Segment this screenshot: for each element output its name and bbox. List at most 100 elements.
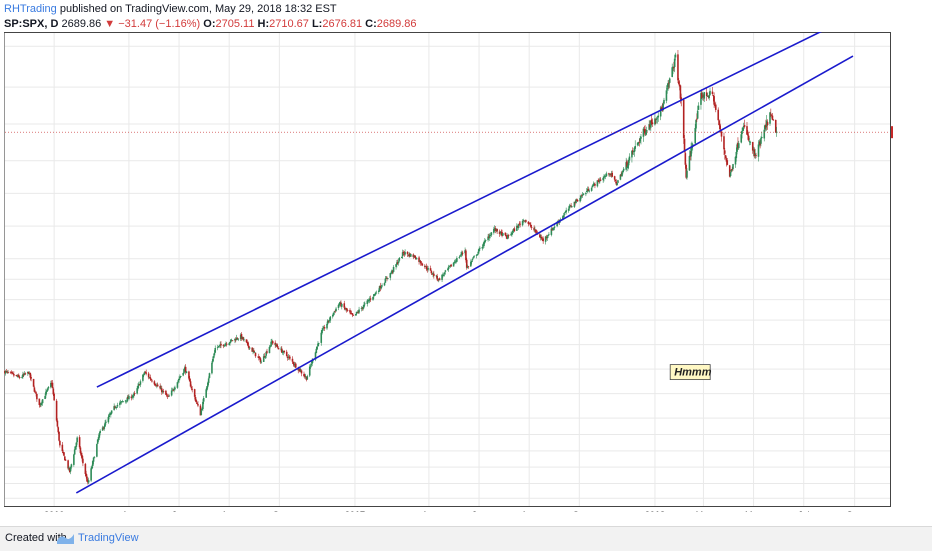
candle-body <box>184 366 187 373</box>
annotation-text[interactable]: Hmmm <box>674 367 712 379</box>
candle-body <box>643 129 646 131</box>
candle-body <box>80 452 83 456</box>
candle-body <box>63 452 65 456</box>
candle-body <box>544 236 547 242</box>
candle-body <box>120 401 123 403</box>
candle-body <box>755 155 757 157</box>
trendline-lower[interactable] <box>75 55 854 494</box>
candle-body <box>58 431 60 441</box>
candle-body <box>725 158 728 162</box>
candle-body <box>648 124 650 130</box>
candle-body <box>211 359 214 363</box>
candle-body <box>170 390 173 396</box>
candle-body <box>484 240 486 243</box>
candle-body <box>709 90 711 95</box>
candle-body <box>763 129 766 139</box>
symbol-label[interactable]: SP:SPX, D <box>4 18 59 30</box>
candle-body <box>695 120 697 129</box>
current-price-tag <box>891 126 893 139</box>
candle-body <box>27 371 30 374</box>
candle-body <box>161 390 164 393</box>
trendline-upper[interactable] <box>96 32 823 388</box>
chart-area[interactable]: 1794183018701910195019902050211021702230… <box>4 32 894 512</box>
candle-body <box>122 401 124 403</box>
candle-body <box>41 399 44 404</box>
annotation-box[interactable] <box>669 364 711 381</box>
candle-body <box>254 352 257 357</box>
candle-body <box>368 300 370 301</box>
candle-body <box>96 439 99 444</box>
candle-body <box>367 300 369 302</box>
candle-body <box>631 150 633 158</box>
candle-body <box>473 256 475 258</box>
candle-body <box>202 398 205 402</box>
candle-body <box>337 304 340 308</box>
candle-body <box>282 350 285 353</box>
candle-body <box>176 382 179 388</box>
candle-body <box>277 348 280 350</box>
candle-body <box>82 458 84 464</box>
candle-body <box>275 344 277 346</box>
candle-body <box>450 264 452 267</box>
candle-body <box>772 119 775 121</box>
candle-body <box>362 306 364 309</box>
candle-body <box>4 370 6 374</box>
high-label: H: <box>257 18 270 30</box>
candle-body <box>68 467 70 469</box>
candle-body <box>223 345 226 347</box>
candle-body <box>741 131 743 135</box>
candle-body <box>770 114 773 116</box>
candle-body <box>586 188 589 192</box>
tradingview-brand[interactable]: TradingView <box>78 532 139 544</box>
candle-body <box>34 391 37 393</box>
author-name[interactable]: RHTrading <box>4 3 57 15</box>
chart-header: RHTrading published on TradingView.com, … <box>4 2 417 32</box>
candle-body <box>128 396 130 400</box>
candle-body <box>183 369 185 374</box>
candle-body <box>753 149 756 157</box>
candle-body <box>505 235 507 237</box>
candle-body <box>294 363 297 368</box>
candle-body <box>234 338 236 341</box>
candle-body <box>110 412 112 415</box>
candle-body <box>247 342 249 346</box>
candle-body <box>207 382 209 387</box>
candle-body <box>402 252 405 254</box>
candle-body <box>461 252 464 254</box>
candle-body <box>234 339 237 341</box>
candle-body <box>421 263 424 266</box>
candle-body <box>667 83 669 88</box>
candle-body <box>350 312 352 314</box>
candle-body <box>159 386 161 389</box>
candle-body <box>592 183 595 187</box>
candle-body <box>357 312 360 313</box>
candle-body <box>568 205 571 209</box>
candle-body <box>127 396 129 399</box>
candle-body <box>413 255 415 257</box>
candle-body <box>374 292 377 295</box>
candle-body <box>196 402 198 404</box>
candle-body <box>602 177 604 181</box>
candle-body <box>185 371 188 374</box>
candle-body <box>685 164 687 178</box>
candle-body <box>251 347 254 352</box>
candle-body <box>300 370 303 374</box>
price-chart[interactable]: 1794183018701910195019902050211021702230… <box>4 32 894 512</box>
candle-body <box>328 319 331 322</box>
candle-body <box>285 351 288 356</box>
candle-body <box>288 356 290 358</box>
candle-body <box>327 320 329 324</box>
candle-body <box>339 302 341 304</box>
candle-body <box>47 386 50 389</box>
candle-body <box>694 128 697 144</box>
candle-body <box>627 159 630 166</box>
candle-body <box>499 231 502 234</box>
candle-body <box>617 180 619 183</box>
candle-body <box>201 408 203 411</box>
candle-body <box>599 179 602 181</box>
down-arrow-icon: ▼ <box>104 18 116 30</box>
candle-body <box>73 454 75 465</box>
tradingview-logo-icon[interactable] <box>57 532 75 544</box>
candle-body <box>133 393 135 396</box>
candle-body <box>116 404 119 407</box>
